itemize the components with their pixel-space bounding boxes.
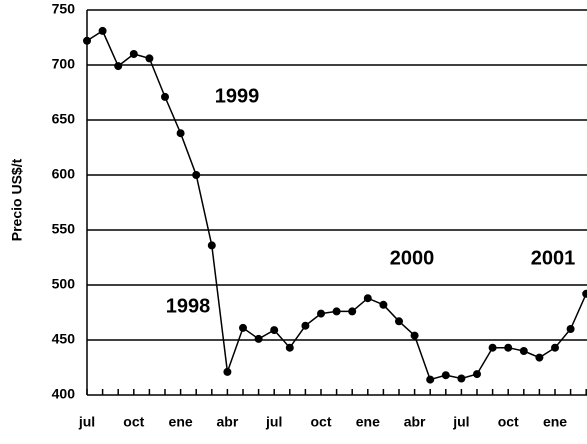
point xyxy=(473,370,481,379)
point xyxy=(114,62,123,71)
point xyxy=(379,300,388,309)
x-tick-label: ene xyxy=(543,414,567,430)
annotation: 1998 xyxy=(166,295,211,317)
x-tick-label: oct xyxy=(123,414,144,430)
x-tick-label: ene xyxy=(169,414,193,430)
x-tick-label: jul xyxy=(452,414,469,430)
x-tick-label: ene xyxy=(356,414,380,430)
point xyxy=(270,326,279,335)
point xyxy=(363,294,372,303)
point xyxy=(317,309,325,318)
y-tick-label: 750 xyxy=(52,1,76,17)
point xyxy=(504,343,513,352)
x-tick-label: oct xyxy=(498,414,519,430)
y-tick-label: 550 xyxy=(52,221,76,237)
x-tick-label: jul xyxy=(265,414,282,430)
point xyxy=(192,171,201,179)
line xyxy=(86,29,587,381)
point xyxy=(145,54,154,63)
point xyxy=(395,317,403,326)
point xyxy=(98,26,107,35)
x-tick-label: jul xyxy=(78,414,95,430)
point xyxy=(488,343,497,352)
point xyxy=(348,307,357,316)
y-tick-label: 500 xyxy=(52,276,76,292)
x-tick-label: abr xyxy=(217,414,239,430)
x-tick-label: oct xyxy=(311,414,332,430)
point xyxy=(551,343,559,352)
point xyxy=(207,241,216,250)
point xyxy=(535,353,544,362)
point xyxy=(410,331,419,340)
point xyxy=(519,347,528,355)
y-axis-label: Precio US$/t xyxy=(9,158,25,241)
point xyxy=(254,334,263,343)
annotation: 1999 xyxy=(215,85,260,107)
point xyxy=(566,325,575,333)
point xyxy=(301,321,310,330)
point xyxy=(129,50,138,58)
point xyxy=(426,375,435,384)
annotation: 2001 xyxy=(531,247,576,269)
point xyxy=(83,36,91,45)
point xyxy=(223,367,232,376)
y-tick-label: 700 xyxy=(52,56,76,72)
y-tick-label: 600 xyxy=(52,166,76,182)
y-tick-label: 650 xyxy=(52,111,76,127)
point xyxy=(239,323,247,332)
point xyxy=(457,374,466,383)
x-tick-label: abr xyxy=(404,414,426,430)
point xyxy=(176,129,185,138)
y-tick-label: 450 xyxy=(52,331,76,347)
point xyxy=(582,289,587,298)
point xyxy=(441,371,450,380)
point xyxy=(332,307,341,316)
point xyxy=(285,343,294,352)
point xyxy=(161,92,169,101)
annotation: 2000 xyxy=(390,247,435,269)
y-tick-label: 400 xyxy=(52,386,76,402)
